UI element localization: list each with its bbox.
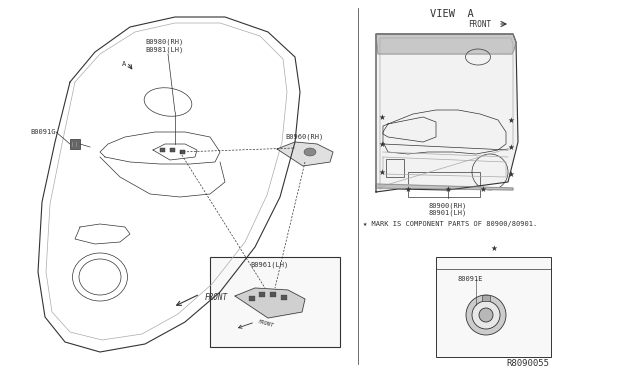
FancyBboxPatch shape	[270, 292, 276, 297]
Polygon shape	[376, 184, 513, 190]
Circle shape	[466, 295, 506, 335]
FancyBboxPatch shape	[281, 295, 287, 300]
Text: B0091G: B0091G	[30, 129, 56, 135]
Polygon shape	[277, 142, 333, 166]
FancyBboxPatch shape	[160, 148, 165, 152]
Text: FRONT: FRONT	[257, 320, 274, 328]
Polygon shape	[376, 34, 516, 54]
FancyBboxPatch shape	[259, 292, 265, 297]
Text: FRONT: FRONT	[468, 19, 491, 29]
FancyBboxPatch shape	[70, 139, 80, 149]
Polygon shape	[235, 288, 305, 318]
Text: ★: ★	[479, 185, 486, 193]
FancyBboxPatch shape	[180, 150, 185, 154]
Text: ★: ★	[508, 115, 515, 125]
Text: ★ MARK IS COMPONENT PARTS OF 80900/80901.: ★ MARK IS COMPONENT PARTS OF 80900/80901…	[363, 221, 537, 227]
Text: R8090055: R8090055	[506, 359, 549, 368]
Text: ★: ★	[508, 142, 515, 151]
Text: B0961(LH): B0961(LH)	[250, 262, 288, 268]
Text: FRONT: FRONT	[205, 292, 228, 301]
Text: B0980(RH): B0980(RH)	[145, 39, 183, 45]
Text: ★: ★	[490, 244, 497, 253]
Text: ★: ★	[445, 185, 451, 193]
Text: 80900(RH): 80900(RH)	[429, 202, 467, 208]
Circle shape	[479, 308, 493, 322]
Text: ★: ★	[508, 170, 515, 179]
FancyBboxPatch shape	[210, 257, 340, 347]
Text: B0981(LH): B0981(LH)	[145, 47, 183, 53]
Polygon shape	[376, 34, 518, 192]
Text: A: A	[122, 61, 126, 67]
FancyBboxPatch shape	[170, 148, 175, 152]
Text: ★: ★	[379, 140, 385, 148]
Text: 80091E: 80091E	[458, 276, 483, 282]
FancyBboxPatch shape	[436, 257, 551, 357]
Circle shape	[472, 301, 500, 329]
Text: VIEW  A: VIEW A	[430, 9, 474, 19]
Text: B0960(RH): B0960(RH)	[285, 134, 323, 140]
Text: ★: ★	[404, 185, 412, 193]
Text: ★: ★	[379, 167, 385, 176]
FancyBboxPatch shape	[482, 295, 490, 301]
Ellipse shape	[304, 148, 316, 156]
Text: 80901(LH): 80901(LH)	[429, 209, 467, 215]
FancyBboxPatch shape	[249, 296, 255, 301]
Text: ★: ★	[379, 112, 385, 122]
